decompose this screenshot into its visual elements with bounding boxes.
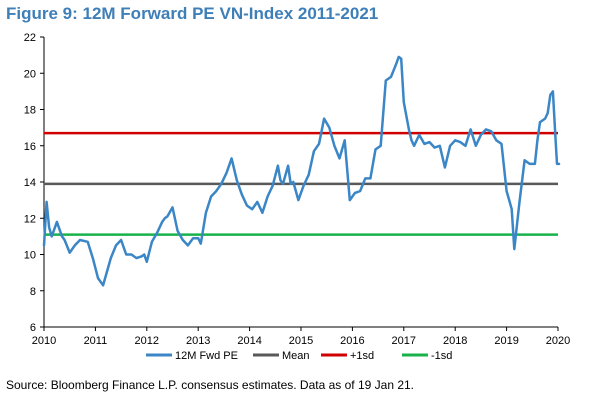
- x-tick-label: 2016: [340, 335, 364, 347]
- x-tick-label: 2014: [237, 335, 261, 347]
- y-tick-label: 16: [24, 141, 36, 153]
- source-note: Source: Bloomberg Finance L.P. consensus…: [6, 378, 415, 392]
- x-tick-label: 2010: [32, 335, 56, 347]
- y-tick-label: 18: [24, 105, 36, 117]
- tick-labels: 6 8 10 12 14 16 18 20 22 2010 2011 2012 2013 2014 2015…: [24, 32, 570, 347]
- chart-title: Figure 9: 12M Forward PE VN-Index 2011-2…: [6, 4, 379, 23]
- legend-label: -1sd: [431, 350, 452, 362]
- series-line-12m-fwd-pe: [42, 55, 561, 287]
- y-tick-label: 20: [24, 68, 36, 80]
- legend-label: Mean: [282, 350, 310, 362]
- y-tick-label: 14: [24, 177, 36, 189]
- reference-lines: [44, 131, 558, 236]
- x-tick-label: 2020: [546, 335, 570, 347]
- y-tick-label: 8: [30, 286, 36, 298]
- x-tick-label: 2015: [289, 335, 313, 347]
- y-tick-label: 22: [24, 32, 36, 44]
- legend: 12M Fwd PE Mean +1sd -1sd: [146, 350, 452, 362]
- y-tick-label: 6: [30, 322, 36, 334]
- x-tick-label: 2019: [494, 335, 518, 347]
- x-tick-label: 2011: [84, 335, 108, 347]
- x-tick-label: 2018: [443, 335, 467, 347]
- x-tick-label: 2017: [392, 335, 416, 347]
- x-tick-label: 2012: [135, 335, 159, 347]
- y-tick-label: 10: [24, 250, 36, 262]
- series-layer: [42, 55, 561, 287]
- axes: [40, 36, 559, 331]
- y-tick-label: 12: [24, 213, 36, 225]
- legend-label: 12M Fwd PE: [175, 350, 238, 362]
- legend-label: +1sd: [350, 350, 374, 362]
- x-tick-label: 2013: [186, 335, 210, 347]
